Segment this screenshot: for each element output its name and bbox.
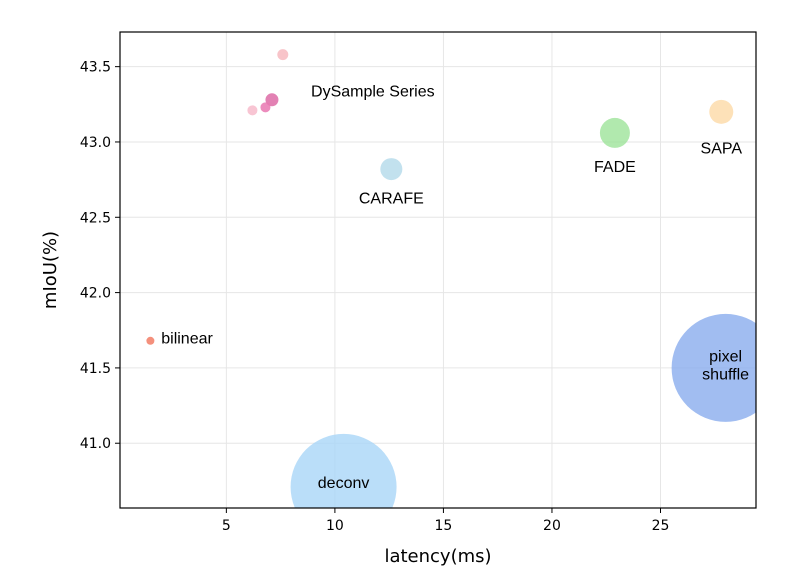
y-axis-label: mIoU(%) [40,231,61,309]
point-sapa [709,99,734,124]
annotation-label: FADE [594,159,636,176]
annotation-label: deconv [318,475,370,492]
x-tick-label: 5 [222,518,231,534]
y-tick-label: 41.0 [80,436,111,452]
y-axis-ticks: 41.0 41.5 42.0 42.5 43.0 43.5 [80,60,120,452]
point-annotations: DySample Series bilinear CARAFE FADE SAPA dec… [161,83,749,492]
point-pixel-shuffle [671,313,756,422]
point-dysample [265,93,279,107]
point-dysample [247,105,258,116]
annotation-label: SAPA [701,141,743,158]
annotation-label: shuffle [702,367,749,384]
plot-frame [119,31,757,509]
point-carafe [380,158,403,181]
y-tick-label: 42.5 [80,210,111,226]
y-tick-label: 43.5 [80,60,111,76]
point-dysample [277,49,289,61]
annotation-label: DySample Series [311,83,435,100]
grid [120,32,756,508]
x-axis-ticks: 5 10 15 20 25 [222,508,670,534]
point-dysample [260,102,271,113]
y-tick-label: 42.0 [80,286,111,302]
point-deconv [290,433,397,508]
point-fade [599,117,630,148]
x-tick-label: 20 [543,518,561,534]
y-tick-label: 43.0 [80,135,111,151]
data-points [146,49,756,508]
x-axis-label: latency(ms) [384,546,491,567]
annotation-label: bilinear [161,331,213,348]
annotation-label: CARAFE [359,190,424,207]
y-tick-label: 41.5 [80,361,111,377]
x-tick-label: 10 [326,518,344,534]
annotation-label: pixel [709,349,742,366]
x-tick-label: 25 [652,518,670,534]
point-bilinear [146,336,155,345]
x-tick-label: 15 [435,518,453,534]
